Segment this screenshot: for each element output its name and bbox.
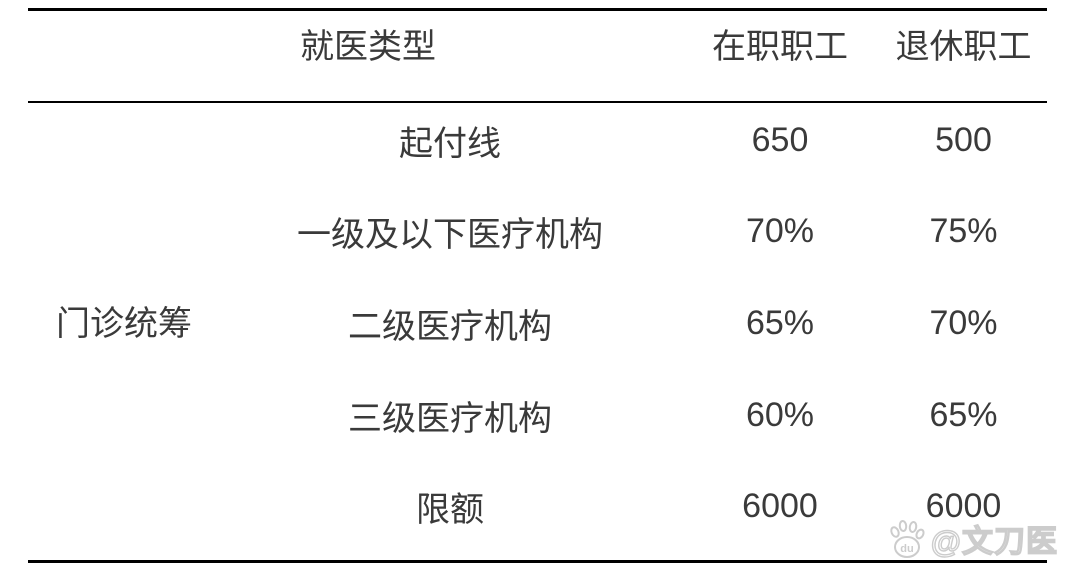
cell-retired: 500 [935,120,992,159]
table-row: 二级医疗机构 65% 70% [28,286,1047,378]
cell-retired: 75% [929,212,998,250]
cell-active: 6000 [742,487,818,526]
cell-active: 650 [751,120,809,159]
baidu-paw-icon: du [890,519,925,558]
header-retired-employees: 退休职工 [895,28,1032,67]
table-row: 一级及以下医疗机构 70% 75% [28,194,1047,286]
cell-type: 三级医疗机构 [348,400,552,438]
cell-type: 二级医疗机构 [348,308,552,346]
cell-retired: 6000 [925,487,1002,526]
watermark: du @文刀医 [887,516,1058,561]
group-label-outpatient-pooling: 门诊统筹 [56,304,192,343]
header-row: 就医类型 在职职工 退休职工 [28,10,1047,102]
cell-type: 一级及以下医疗机构 [297,216,603,254]
header-visit-type: 就医类型 [300,28,436,67]
cell-type: 限额 [416,491,484,530]
header-active-employees: 在职职工 [712,28,848,67]
cell-active: 70% [745,212,815,250]
cell-active: 65% [745,304,815,342]
paw-icon-text: du [900,543,913,555]
table-row: 门诊统筹 起付线 650 500 [28,102,1047,343]
table-row: 限额 6000 6000 [28,470,1047,562]
outpatient-benefits-table: 就医类型 在职职工 退休职工 门诊统筹 起付线 650 500 一级及以下医疗机… [28,8,1047,563]
table-row: 三级医疗机构 60% 65% [28,378,1047,470]
cell-active: 60% [745,396,815,434]
watermark-handle: @文刀医 [930,523,1058,559]
cell-retired: 65% [929,396,998,434]
cell-type: 起付线 [399,124,501,163]
cell-retired: 70% [929,304,998,342]
